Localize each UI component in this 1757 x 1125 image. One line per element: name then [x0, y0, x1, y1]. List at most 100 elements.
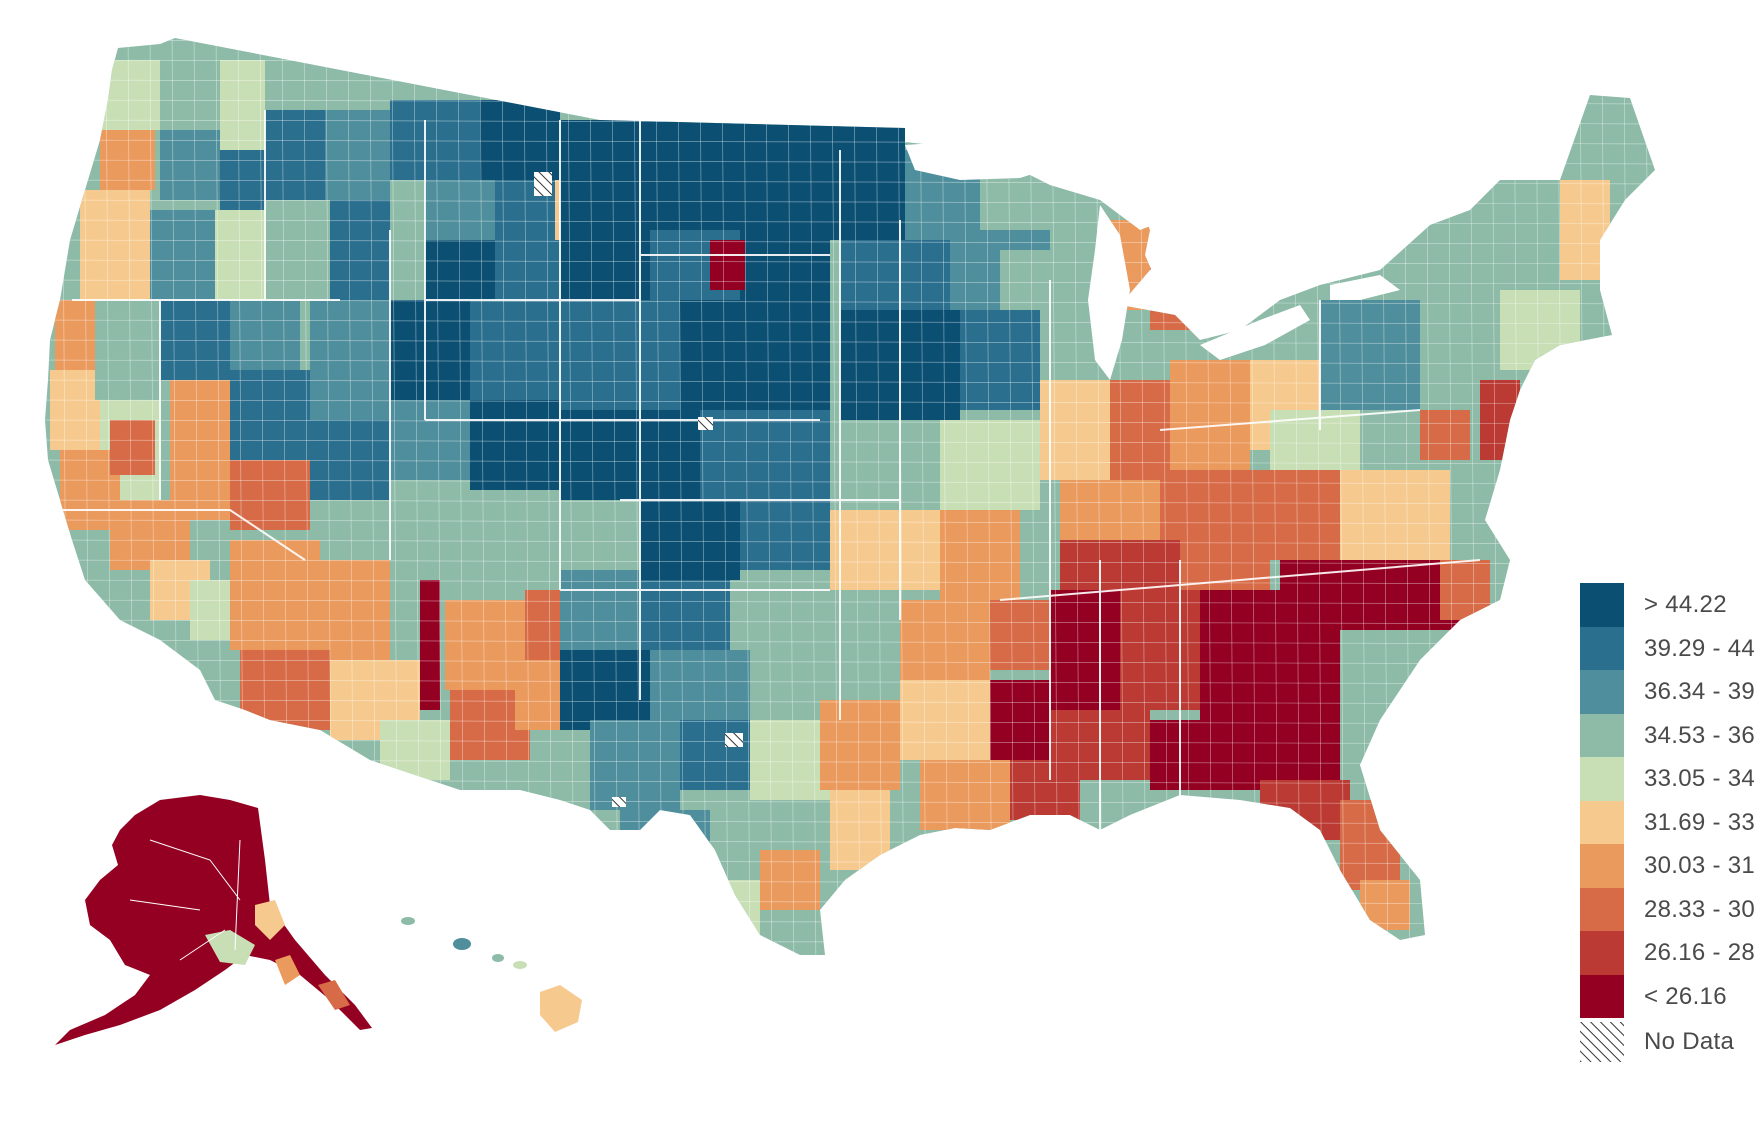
- legend: > 44.22 39.29 - 44.22 36.34 - 39.29 34.53 -…: [1580, 583, 1757, 1064]
- county-region: [1160, 470, 1260, 540]
- county-region: [960, 310, 1050, 410]
- county-region: [495, 240, 560, 300]
- legend-swatch: [1580, 757, 1624, 801]
- county-region: [620, 810, 710, 890]
- county-region: [80, 190, 150, 300]
- no-data-areas: [534, 172, 743, 807]
- county-region: [310, 420, 390, 500]
- county-region: [160, 60, 220, 130]
- county-region: [1170, 360, 1250, 470]
- county-region: [640, 500, 740, 580]
- county-region: [940, 510, 1020, 600]
- county-region: [1050, 590, 1120, 710]
- county-region: [1340, 800, 1400, 890]
- county-region: [560, 500, 640, 570]
- county-region: [1200, 590, 1280, 720]
- hawaii: [401, 917, 582, 1032]
- legend-label: 39.29 - 44.22: [1644, 634, 1757, 662]
- legend-item: 30.03 - 31.69: [1580, 844, 1757, 888]
- county-region: [1150, 720, 1250, 790]
- county-region: [560, 230, 650, 300]
- county-region: [325, 110, 390, 200]
- county-region: [390, 300, 470, 400]
- county-region: [1480, 380, 1520, 460]
- county-region: [230, 370, 310, 460]
- county-region: [470, 300, 560, 400]
- legend-label: 26.16 - 28.33: [1644, 939, 1757, 966]
- county-region: [680, 720, 750, 790]
- legend-label: 31.69 - 33.05: [1644, 808, 1757, 836]
- county-region: [380, 720, 450, 780]
- county-region: [1120, 590, 1200, 710]
- county-region: [220, 60, 265, 150]
- legend-swatch: [1580, 887, 1624, 931]
- county-region: [1360, 880, 1410, 930]
- county-region: [1250, 700, 1340, 790]
- county-blocks: [50, 60, 1630, 940]
- county-region: [265, 200, 330, 300]
- county-region: [320, 560, 390, 660]
- state-borders: [60, 110, 1481, 880]
- county-region: [560, 300, 680, 410]
- hatch-swatch: [1580, 1022, 1624, 1062]
- county-region: [700, 120, 830, 230]
- county-region: [1180, 540, 1270, 590]
- county-region: [425, 240, 495, 300]
- legend-no-data: No Data: [1580, 1020, 1757, 1064]
- county-region: [1590, 100, 1630, 180]
- legend-label: 34.53 - 36.34: [1644, 721, 1757, 749]
- county-region: [1060, 540, 1180, 590]
- legend-swatch: [1580, 800, 1624, 844]
- county-region: [1500, 290, 1580, 370]
- county-region: [840, 240, 950, 310]
- county-region: [170, 470, 230, 520]
- legend-no-data-label: No Data: [1644, 1028, 1735, 1055]
- county-region: [1260, 780, 1350, 840]
- county-region: [50, 370, 100, 450]
- legend-swatch: [1580, 626, 1624, 670]
- legend-item: 34.53 - 36.34: [1580, 713, 1757, 757]
- legend-swatch: [1580, 974, 1624, 1018]
- county-region: [230, 300, 300, 370]
- legend-swatch: [1580, 713, 1624, 757]
- legend-swatch: [1580, 844, 1624, 888]
- county-region: [240, 650, 330, 730]
- great-lakes: [905, 140, 1400, 380]
- county-region: [170, 380, 240, 470]
- county-region: [160, 300, 230, 380]
- legend-label: 28.33 - 30.03: [1644, 895, 1757, 923]
- county-region: [820, 700, 900, 790]
- legend-label: > 44.22: [1644, 591, 1727, 618]
- legend-item: 39.29 - 44.22: [1580, 626, 1757, 670]
- legend-item: 26.16 - 28.33: [1580, 931, 1757, 975]
- legend-item: 28.33 - 30.03: [1580, 887, 1757, 931]
- legend-swatch: [1580, 931, 1624, 975]
- county-region: [900, 680, 990, 760]
- legend-item: 36.34 - 39.29: [1580, 670, 1757, 714]
- legend-label: 33.05 - 34.53: [1644, 765, 1757, 792]
- legend-item: > 44.22: [1580, 583, 1757, 627]
- county-region: [95, 300, 160, 400]
- county-region: [560, 120, 700, 230]
- county-region: [590, 720, 680, 810]
- county-region: [470, 400, 560, 490]
- county-region: [700, 410, 830, 500]
- county-region: [265, 110, 325, 200]
- county-region: [1280, 560, 1340, 700]
- county-region: [830, 510, 940, 590]
- legend-label: 30.03 - 31.69: [1644, 852, 1757, 879]
- legend-label: 36.34 - 39.29: [1644, 678, 1757, 705]
- county-region: [990, 680, 1060, 770]
- county-region: [740, 230, 830, 310]
- county-region: [1340, 470, 1450, 560]
- county-region: [760, 850, 820, 910]
- county-region: [420, 580, 440, 710]
- county-region: [220, 150, 265, 210]
- county-region: [830, 120, 905, 240]
- county-region: [425, 180, 495, 240]
- county-region: [330, 200, 390, 300]
- county-region: [445, 600, 525, 690]
- county-region: [940, 420, 1040, 510]
